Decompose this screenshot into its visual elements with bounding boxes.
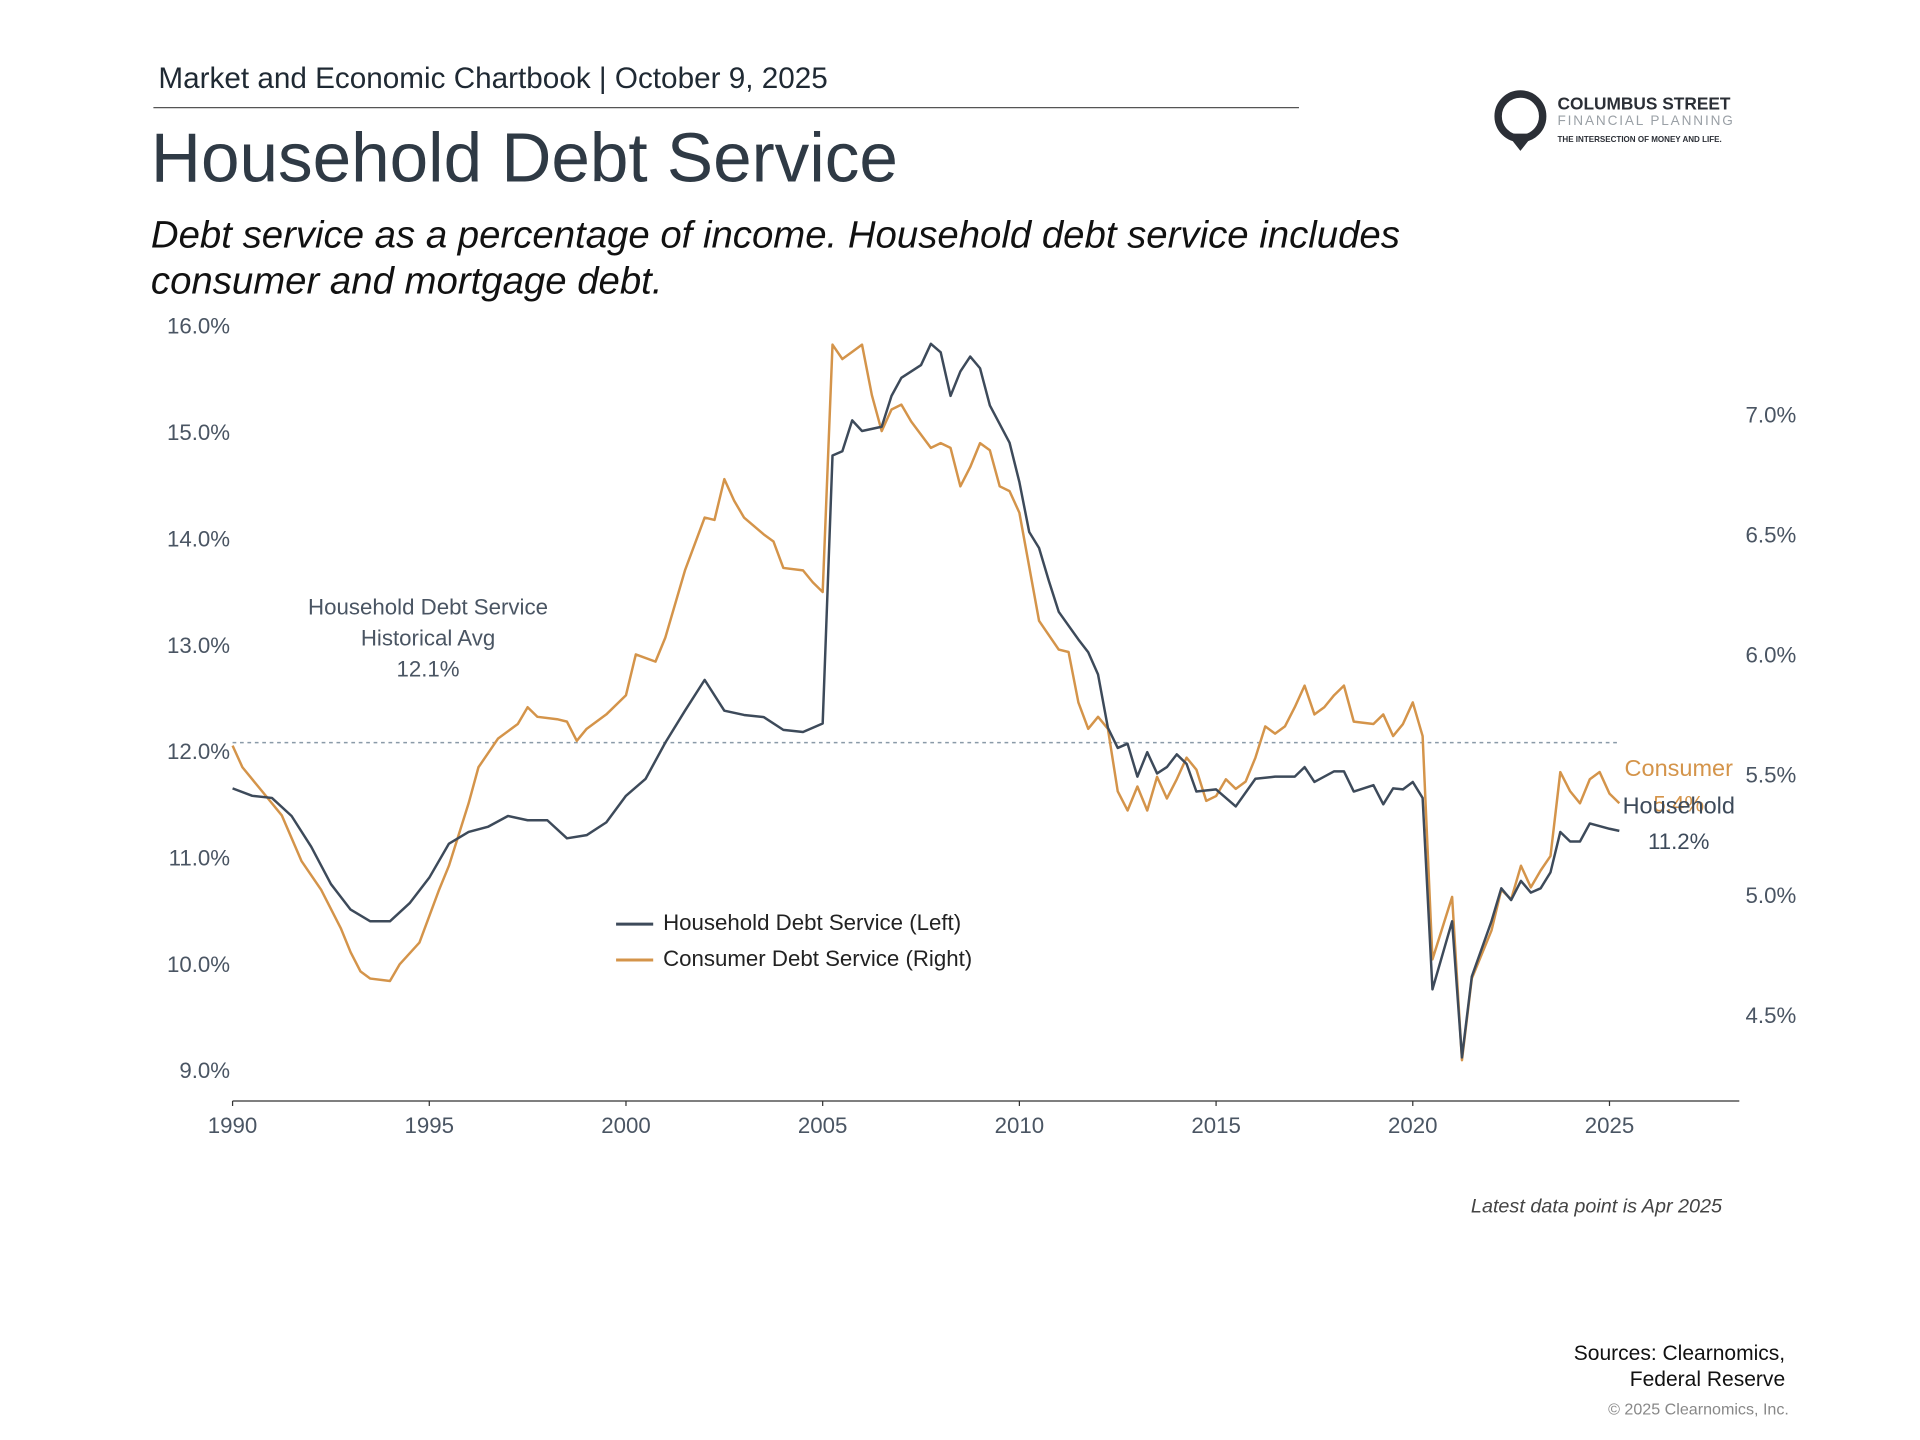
- legend-label: Household Debt Service (Left): [663, 910, 961, 935]
- x-tick-label: 1995: [405, 1113, 455, 1138]
- reference-label: 12.1%: [396, 656, 459, 681]
- y-tick-label: 16.0%: [167, 314, 230, 339]
- y-tick-label: 10.0%: [167, 952, 230, 977]
- sources: Sources: Clearnomics,: [1574, 1342, 1785, 1365]
- x-tick-label: 2025: [1585, 1113, 1634, 1138]
- y2-tick-label: 7.0%: [1746, 403, 1797, 428]
- logo: COLUMBUS STREET FINANCIAL PLANNING THE I…: [1494, 90, 1735, 151]
- chart-subtitle: consumer and mortgage debt.: [151, 259, 663, 302]
- reference-annotation: Household Debt Service: [308, 595, 548, 620]
- chart-title: Household Debt Service: [151, 119, 898, 197]
- x-tick-label: 2020: [1388, 1113, 1438, 1138]
- series-line: [231, 343, 1621, 1062]
- y2-tick-label: 5.5%: [1746, 763, 1797, 788]
- y2-tick-label: 4.5%: [1746, 1003, 1797, 1028]
- end-label-name: Household: [1623, 793, 1735, 819]
- x-tick-label: 2010: [995, 1113, 1045, 1138]
- end-label-value: 5.4%: [1653, 792, 1704, 817]
- legend-label: Consumer Debt Service (Right): [663, 946, 972, 971]
- y-tick-label: 14.0%: [167, 526, 230, 551]
- x-tick-label: 2000: [601, 1113, 651, 1138]
- y2-tick-label: 6.5%: [1746, 523, 1797, 548]
- y-tick-label: 11.0%: [169, 845, 230, 870]
- y2-tick-label: 6.0%: [1746, 643, 1797, 668]
- end-label-name: Consumer: [1625, 755, 1734, 781]
- x-tick-label: 1990: [208, 1113, 258, 1138]
- logo-sub: FINANCIAL PLANNING: [1558, 113, 1735, 128]
- chartbook-header: Market and Economic Chartbook | October …: [158, 62, 827, 95]
- y-tick-label: 9.0%: [179, 1058, 230, 1083]
- sources: Federal Reserve: [1630, 1368, 1785, 1391]
- copyright: © 2025 Clearnomics, Inc.: [1608, 1401, 1789, 1419]
- x-tick-label: 2015: [1191, 1113, 1241, 1138]
- series-line: [232, 342, 1620, 1059]
- y-tick-label: 13.0%: [167, 633, 230, 658]
- reference-annotation: Historical Avg: [361, 625, 495, 650]
- logo-tagline: THE INTERSECTION OF MONEY AND LIFE.: [1558, 135, 1722, 144]
- y-tick-label: 15.0%: [167, 420, 230, 445]
- chart-subtitle: Debt service as a percentage of income. …: [151, 214, 1400, 257]
- logo-mark: [1506, 133, 1535, 151]
- x-tick-label: 2005: [798, 1113, 848, 1138]
- logo-mark: [1494, 90, 1547, 143]
- logo-name: COLUMBUS STREET: [1558, 94, 1731, 114]
- y2-tick-label: 5.0%: [1746, 883, 1797, 908]
- end-label-value: 11.2%: [1648, 829, 1709, 854]
- note: Latest data point is Apr 2025: [1471, 1196, 1723, 1218]
- y-tick-label: 12.0%: [167, 739, 230, 764]
